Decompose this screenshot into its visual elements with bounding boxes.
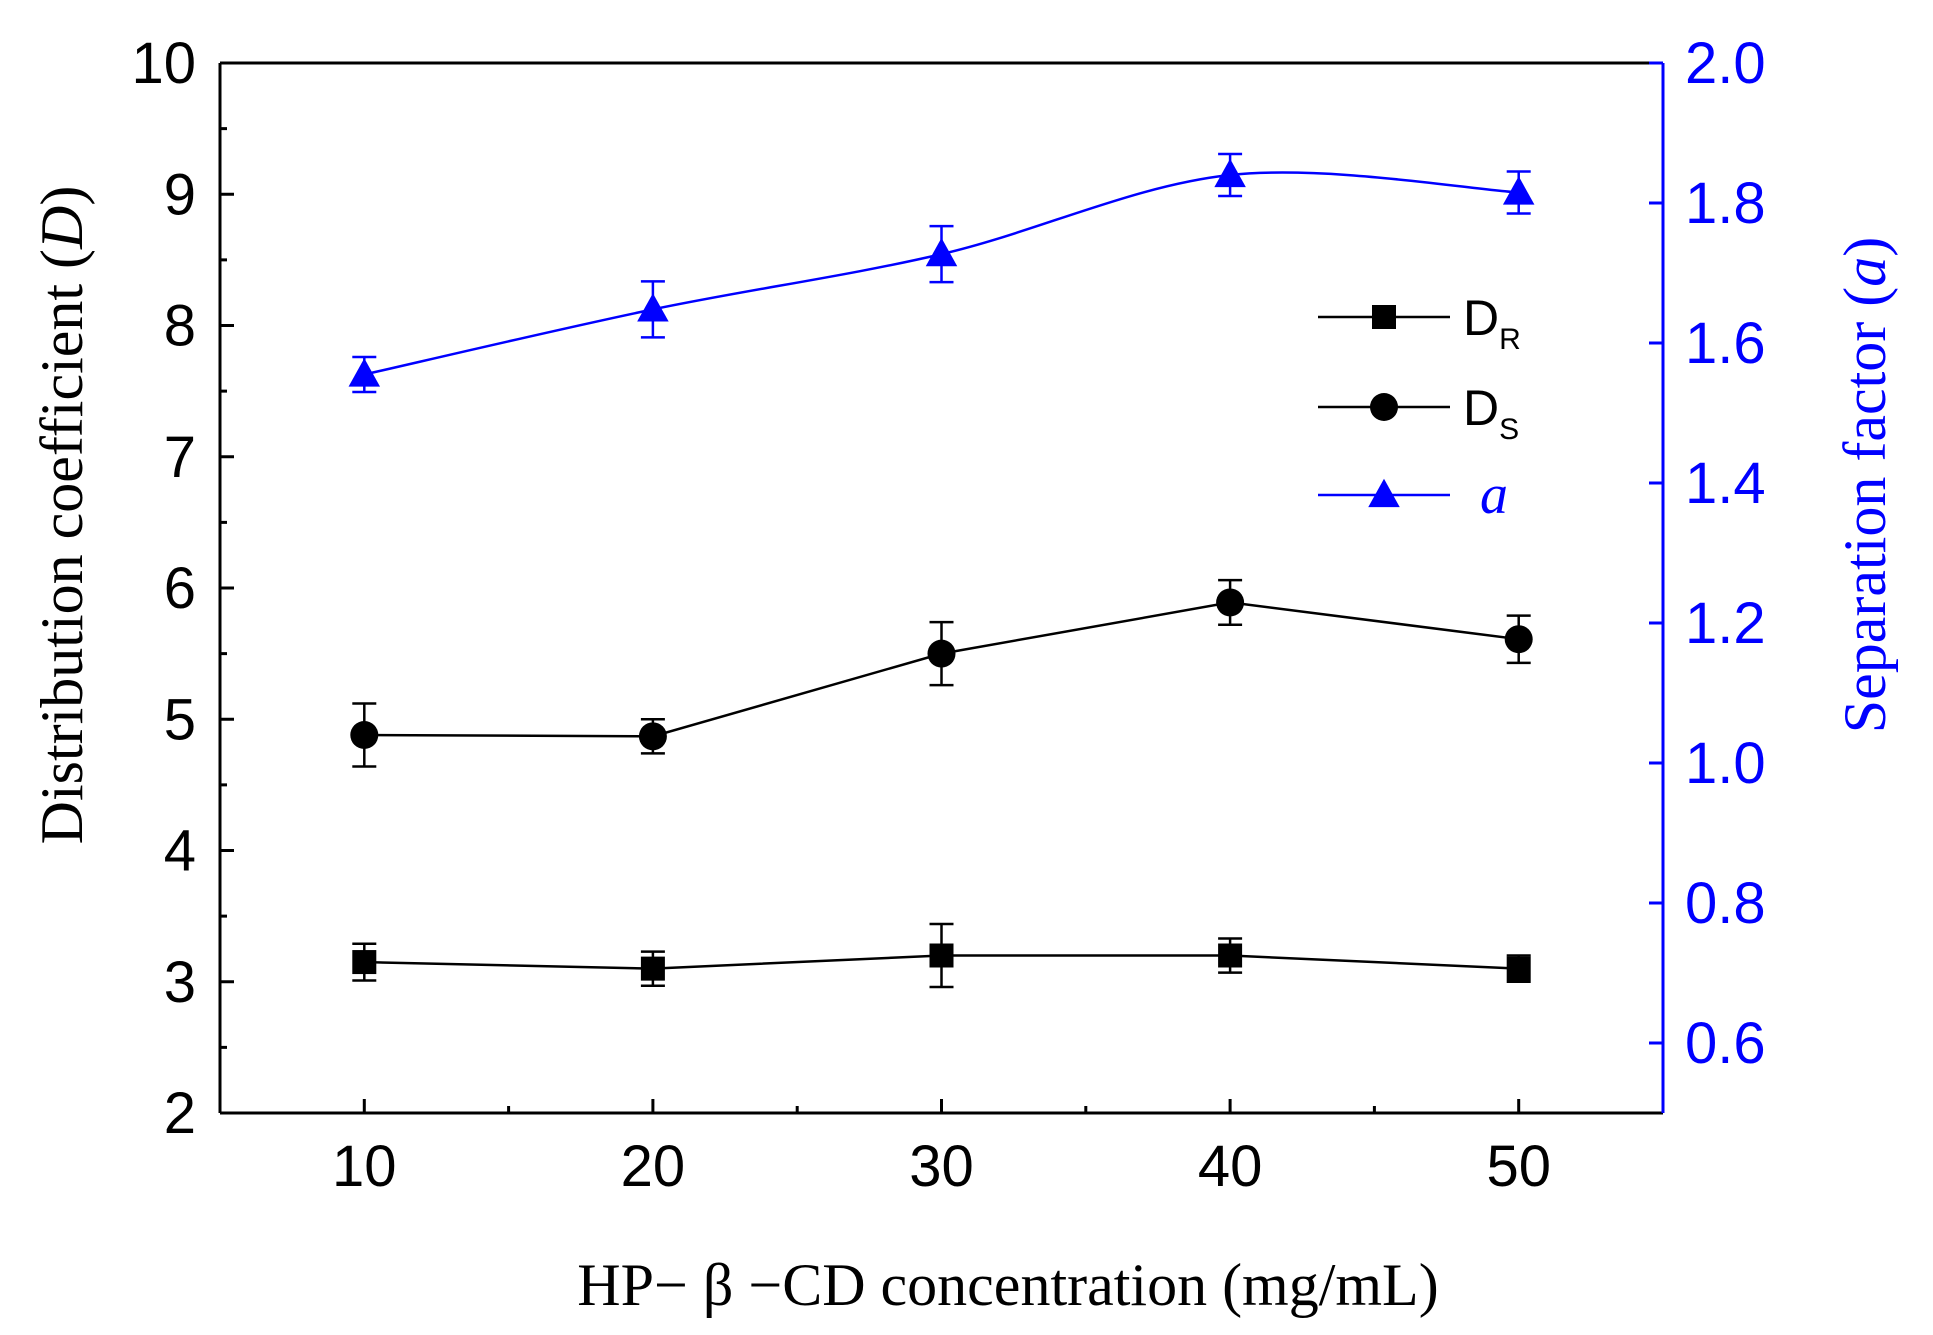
data-point-square xyxy=(1506,956,1531,981)
data-point-triangle xyxy=(1214,158,1246,188)
legend-label: DR xyxy=(1463,290,1521,356)
data-point-circle xyxy=(1504,625,1533,654)
data-point-triangle xyxy=(348,358,381,387)
y2-tick-label: 1.6 xyxy=(1685,311,1766,376)
y2-tick-label: 2.0 xyxy=(1685,31,1766,96)
series-triangle xyxy=(348,152,1535,394)
data-point-square xyxy=(640,956,665,981)
legend-marker-square xyxy=(1372,305,1396,329)
y2-tick-label: 1.0 xyxy=(1685,731,1766,796)
legend-label-subscript: S xyxy=(1499,413,1519,446)
y2-tick-label: 0.6 xyxy=(1685,1011,1766,1076)
legend-label: a xyxy=(1480,464,1508,526)
y-tick-label: 10 xyxy=(131,31,196,96)
y-tick-label: 9 xyxy=(164,162,196,227)
legend-label: DS xyxy=(1463,380,1519,446)
y-tick-label: 2 xyxy=(164,1081,196,1146)
y2-tick-label: 0.8 xyxy=(1685,871,1766,936)
y-axis-right: 0.6 0.8 1.0 1.2 1.4 1.6 1.8 2.0 xyxy=(1649,31,1766,1076)
data-point-circle xyxy=(350,721,379,749)
legend-item: a xyxy=(1318,464,1508,526)
data-point-triangle xyxy=(637,293,669,322)
legend-marker-triangle xyxy=(1368,478,1400,508)
data-point-square xyxy=(929,943,954,968)
legend-label-subscript: R xyxy=(1499,323,1521,356)
y2-axis-title-symbol: a xyxy=(1832,257,1898,287)
data-point-circle xyxy=(638,722,667,751)
y2-tick-label: 1.2 xyxy=(1685,591,1766,656)
series-square xyxy=(352,922,1531,989)
y-tick-label: 8 xyxy=(164,294,196,359)
y-axis-title-symbol: D xyxy=(29,206,95,250)
x-tick-label: 50 xyxy=(1486,1134,1551,1199)
legend-item: DS xyxy=(1318,380,1519,446)
y2-axis-title: Separation factor (a) xyxy=(1832,237,1898,733)
data-point-triangle xyxy=(1502,176,1535,205)
legend-label-main: D xyxy=(1463,290,1499,346)
data-point-triangle xyxy=(925,237,958,267)
x-tick-label: 20 xyxy=(621,1134,686,1199)
x-axis-title: HP− β −CD concentration (mg/mL) xyxy=(577,1252,1438,1318)
y2-tick-label: 1.8 xyxy=(1685,171,1766,236)
y2-axis-title-suffix: ) xyxy=(1832,237,1898,257)
y-tick-label: 4 xyxy=(164,819,196,884)
legend-marker-circle xyxy=(1370,393,1398,421)
y2-axis-title-prefix: Separation factor ( xyxy=(1832,287,1898,733)
y-axis-title-suffix: ) xyxy=(29,186,95,206)
data-point-square xyxy=(1218,943,1243,968)
y2-tick-label: 1.4 xyxy=(1685,451,1766,516)
x-tick-label: 30 xyxy=(909,1134,974,1199)
y-tick-label: 6 xyxy=(164,556,196,621)
data-point-circle xyxy=(927,639,956,668)
series-circle xyxy=(350,578,1533,768)
y-tick-label: 3 xyxy=(164,950,196,1015)
legend-label-main: D xyxy=(1463,380,1499,436)
y-tick-label: 5 xyxy=(164,687,196,752)
y-axis-title-prefix: Distribution coefficient ( xyxy=(29,249,95,844)
y-axis-left: 2 3 4 5 6 7 8 9 10 xyxy=(131,31,234,1146)
data-point-circle xyxy=(1216,588,1245,617)
y-tick-label: 7 xyxy=(164,425,196,490)
x-axis: 10 20 30 40 50 xyxy=(332,1099,1551,1199)
x-tick-label: 10 xyxy=(332,1134,397,1199)
data-point-square xyxy=(352,950,377,975)
legend-item: DR xyxy=(1318,290,1521,356)
y-axis-title: Distribution coefficient (D) xyxy=(29,186,95,845)
x-tick-label: 40 xyxy=(1198,1134,1263,1199)
series-layer xyxy=(348,152,1535,989)
